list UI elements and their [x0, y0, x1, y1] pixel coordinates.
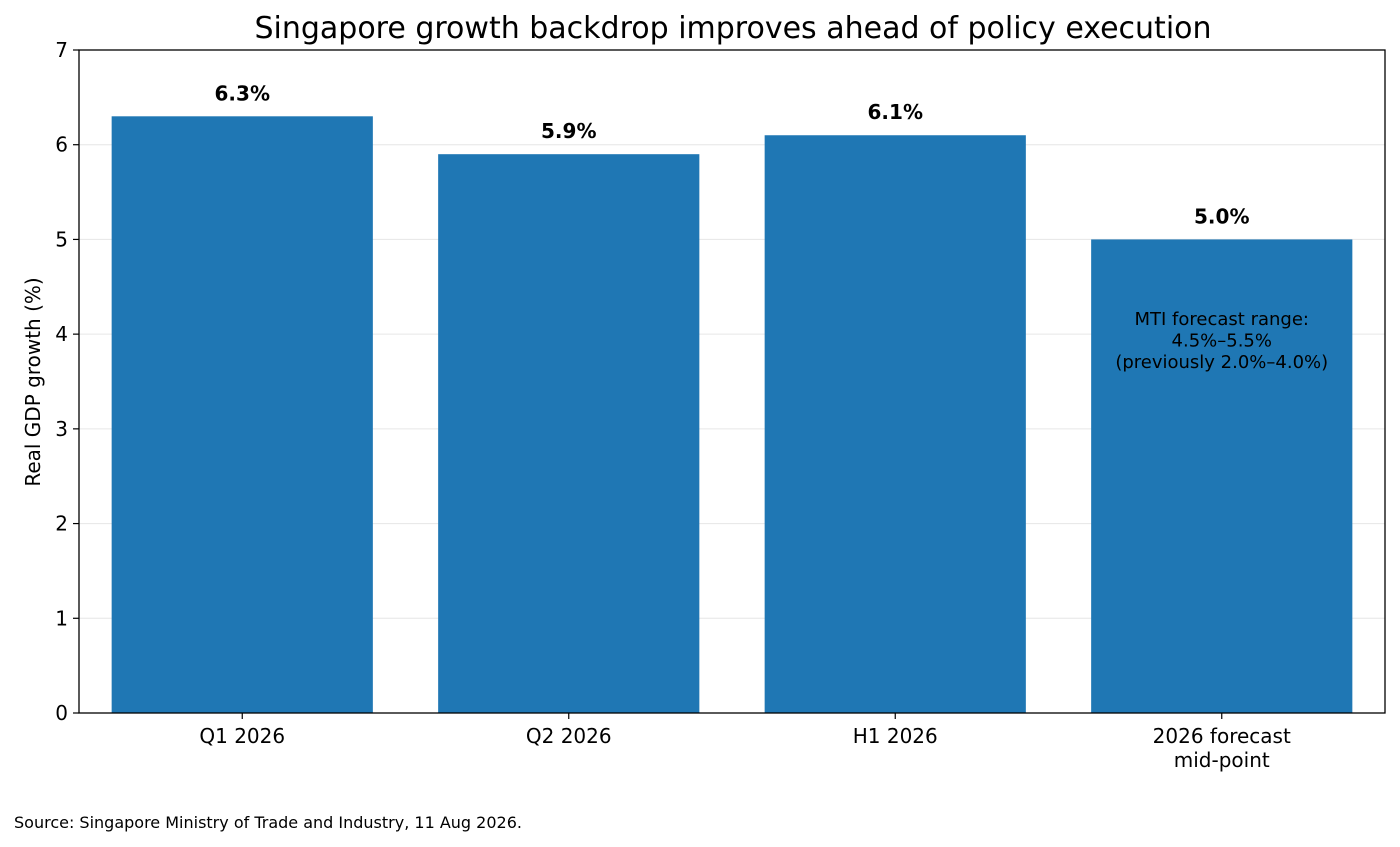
y-tick-label: 3: [55, 417, 68, 441]
y-tick-label: 4: [55, 322, 68, 346]
y-tick-label: 7: [55, 38, 68, 62]
y-tick-label: 6: [55, 133, 68, 157]
x-axis: Q1 2026 Q2 2026 H1 2026 2026 forecastmid-po…: [199, 713, 1291, 772]
x-tick-label: Q2 2026: [526, 724, 612, 748]
data-labels: 6.3% 5.9% 6.1% 5.0%: [215, 81, 1250, 228]
plot-frame: [78, 49, 1386, 714]
bar: [111, 116, 373, 714]
bars: [111, 116, 1353, 714]
x-tick-label: H1 2026: [853, 724, 938, 748]
chart-title: Singapore growth backdrop improves ahead…: [254, 11, 1211, 46]
bar-chart: Singapore growth backdrop improves ahead…: [21, 11, 1386, 772]
y-tick-label: 5: [55, 227, 68, 251]
annotation: MTI forecast range:4.5%–5.5%(previously …: [1115, 309, 1328, 373]
y-tick-label: 0: [55, 701, 68, 725]
data-label: 6.1%: [868, 100, 923, 124]
data-label: 5.0%: [1194, 204, 1249, 228]
annotation-line: MTI forecast range:: [1135, 309, 1309, 330]
y-axis: 0 1 2 3 4 5 6 7: [55, 38, 79, 725]
data-label: 6.3%: [215, 81, 270, 105]
x-tick-label: Q1 2026: [199, 724, 285, 748]
annotation-line: 4.5%–5.5%: [1172, 331, 1272, 352]
y-tick-label: 2: [55, 512, 68, 536]
source-note: Source: Singapore Ministry of Trade and …: [14, 813, 522, 832]
y-axis-label: Real GDP growth (%): [21, 277, 45, 486]
x-tick-label: 2026 forecast: [1153, 724, 1291, 748]
data-label: 5.9%: [541, 119, 596, 143]
bar: [438, 154, 700, 713]
bar: [764, 135, 1026, 713]
annotation-line: (previously 2.0%–4.0%): [1115, 352, 1328, 373]
bar: [1091, 239, 1353, 713]
x-tick-label: mid-point: [1174, 748, 1270, 772]
y-tick-label: 1: [55, 606, 68, 630]
